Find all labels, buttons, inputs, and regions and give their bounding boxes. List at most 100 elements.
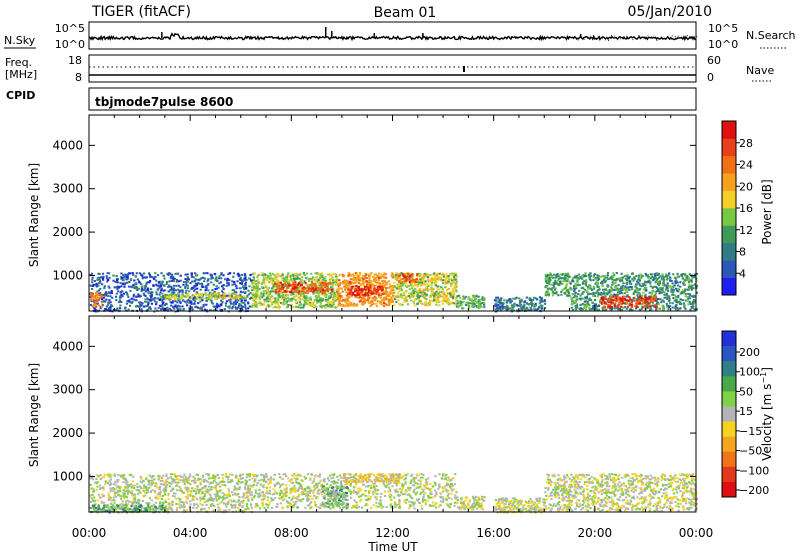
power-colorbar-swatch [722, 138, 736, 157]
nsearch-label: N.Search [746, 29, 796, 42]
power-colorbar-swatch [722, 190, 736, 209]
velocity-cells [324, 485, 348, 509]
velocity-cells [93, 504, 167, 514]
nave-label: Nave [746, 64, 774, 77]
freq-label-line1: Freq. [5, 56, 32, 69]
power-cells [494, 296, 544, 313]
cpid-strip-frame [88, 87, 697, 111]
velocity-colorbar-swatch [722, 361, 736, 377]
power-colorbar-tick-label: 4 [739, 267, 746, 280]
power-cells [544, 272, 571, 297]
velocity-region [89, 504, 167, 514]
velocity-cells [456, 496, 485, 511]
y-tick-label: 2000 [52, 225, 83, 239]
power-colorbar-tick-label: 20 [739, 180, 753, 193]
velocity-cells [545, 473, 698, 513]
power-colorbar-swatch [722, 242, 736, 261]
velocity-colorbar-tick-label: 50 [739, 385, 753, 398]
time-tick-label: 04:00 [173, 526, 208, 540]
power-ylabel: Slant Range [km] [27, 163, 41, 267]
velocity-colorbar-swatch [722, 421, 736, 437]
power-colorbar-swatch [722, 155, 736, 174]
y-tick-label: 4000 [52, 138, 83, 152]
time-tick-label: 12:00 [375, 526, 410, 540]
freq-label-line2: [MHz] [5, 68, 37, 81]
velocity-panel-axes: 1000 2000 3000 4000 [52, 316, 697, 512]
velocity-colorbar-swatch [722, 406, 736, 422]
velocity-cells [251, 473, 458, 510]
velocity-colorbar-tick-label: −50 [739, 445, 762, 458]
power-region [89, 272, 253, 313]
nave-tick-bottom: 0 [707, 71, 714, 84]
velocity-colorbar: 200 100 50 15 −15 −50 −100 −200 [721, 330, 769, 498]
power-colorbar-label: Power [dB] [760, 179, 774, 244]
velocity-colorbar-swatch [722, 436, 736, 453]
power-region [600, 295, 658, 309]
velocity-cells [324, 485, 349, 507]
time-tick-label: 16:00 [476, 526, 511, 540]
velocity-colorbar-tick-label: 100 [739, 366, 760, 379]
power-cells [348, 285, 384, 297]
velocity-colorbar-tick-label: −200 [739, 484, 769, 497]
power-region [273, 281, 334, 294]
velocity-colorbar-swatch [722, 391, 736, 407]
velocity-colorbar-swatch [722, 451, 736, 468]
velocity-colorbar-swatch [722, 346, 736, 362]
velocity-cells [322, 485, 349, 509]
y-tick-label: 3000 [52, 182, 83, 196]
velocity-cells [250, 473, 456, 510]
velocity-cells [544, 473, 698, 512]
velocity-panel-data [89, 473, 699, 514]
velocity-region [250, 473, 458, 510]
power-colorbar-swatch [722, 173, 736, 191]
velocity-cells [494, 499, 546, 514]
power-region [347, 285, 384, 297]
power-colorbar-tick-label: 28 [739, 137, 753, 150]
power-cells [570, 272, 699, 311]
power-cells [570, 272, 698, 312]
nsearch-tick-top: 10^5 [708, 22, 738, 35]
velocity-colorbar-label: Velocity [m s−1] [759, 367, 774, 461]
power-colorbar-swatch [722, 121, 736, 139]
velocity-colorbar-tick-label: −15 [739, 425, 762, 438]
velocity-colorbar-swatch [722, 466, 736, 483]
y-tick-label: 3000 [52, 383, 83, 397]
power-panel-data [89, 272, 699, 313]
power-cells [601, 295, 658, 309]
y-tick-label: 4000 [52, 339, 83, 353]
power-colorbar: 4 8 12 16 20 24 28 [721, 120, 753, 296]
velocity-cells [456, 495, 484, 510]
power-colorbar-tick-label: 16 [739, 202, 753, 215]
power-region [493, 296, 547, 313]
power-cells [398, 273, 419, 283]
freq-spike-mark [463, 66, 465, 72]
velocity-colorbar-tick-label: 15 [739, 405, 753, 418]
velocity-ylabel: Slant Range [km] [27, 363, 41, 467]
velocity-cells [342, 473, 400, 484]
power-colorbar-tick-label: 8 [739, 246, 746, 259]
power-cells [161, 292, 246, 301]
date-label: 05/Jan/2010 [628, 4, 712, 20]
freq-strip-frame [88, 54, 697, 83]
power-cells [395, 272, 458, 307]
time-tick-label: 08:00 [274, 526, 309, 540]
velocity-colorbar-swatch [722, 481, 736, 498]
cpid-value: tbjmode7pulse 8600 [95, 95, 233, 109]
velocity-region [544, 473, 699, 513]
velocity-cells [342, 473, 401, 484]
time-axis-label: Time UT [367, 540, 418, 554]
velocity-region [342, 473, 401, 484]
power-cells [544, 273, 571, 297]
velocity-region [494, 497, 547, 514]
cpid-label: CPID [6, 89, 35, 102]
nsky-series-line [88, 32, 696, 42]
velocity-colorbar-frame [721, 330, 737, 498]
nsearch-tick-bottom: 10^0 [708, 38, 738, 51]
power-cells [402, 273, 419, 284]
power-region [159, 292, 248, 301]
power-panel-axes: 1000 2000 3000 4000 [52, 115, 697, 311]
power-cells [251, 272, 339, 309]
power-cells [570, 272, 698, 312]
freq-tick-top: 18 [68, 54, 82, 67]
y-tick-label: 1000 [52, 268, 83, 282]
